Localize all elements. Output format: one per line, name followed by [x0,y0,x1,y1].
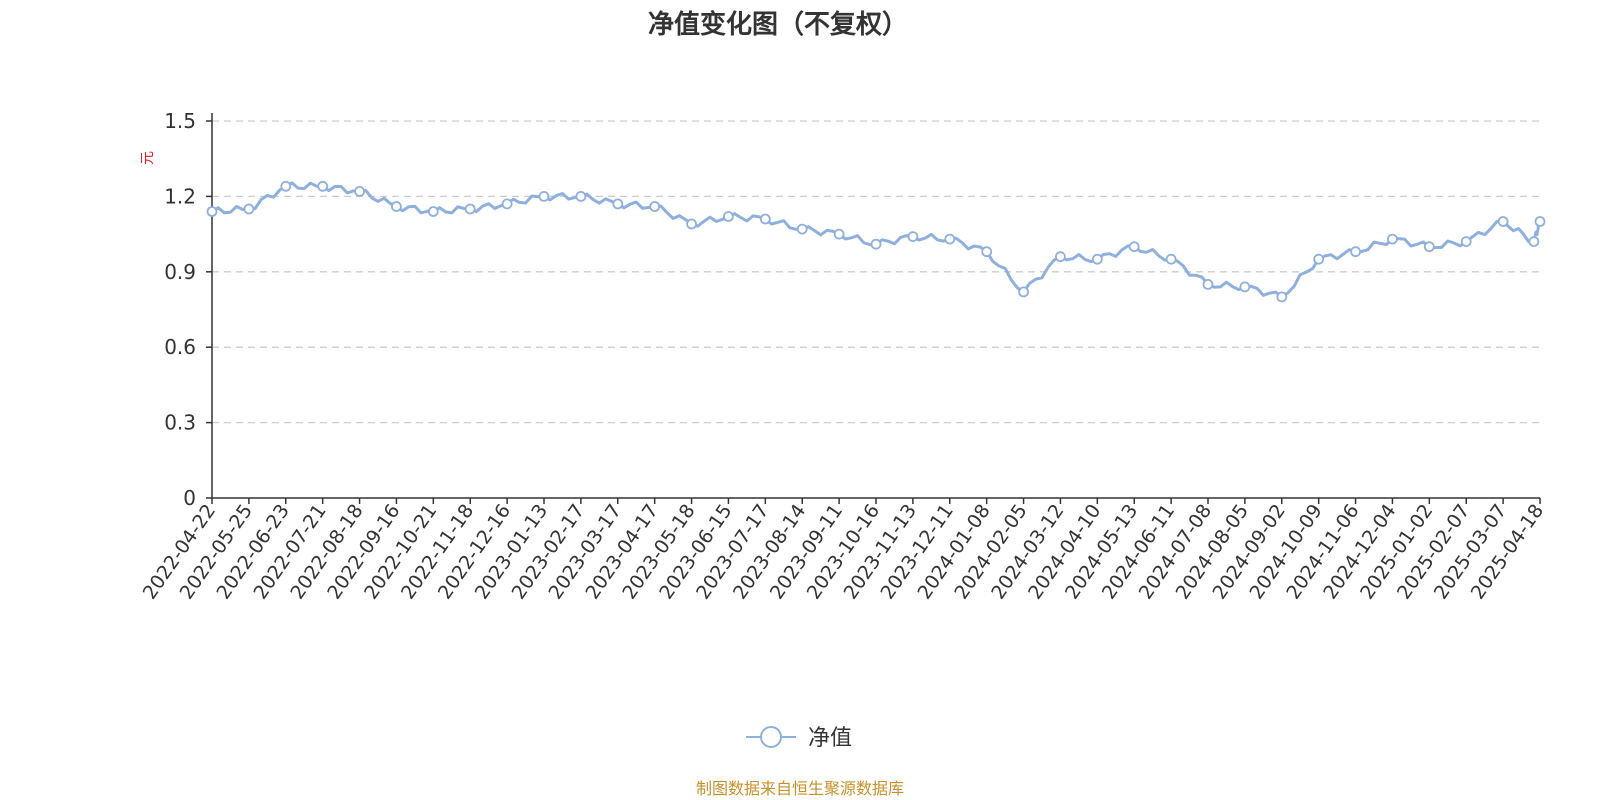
data-point [1055,251,1066,263]
data-point [243,203,255,215]
data-point [1091,253,1103,265]
legend[interactable]: 净值 [746,726,852,751]
data-point [1497,216,1509,227]
data-point [981,246,993,258]
data-point [1387,233,1398,245]
data-point [1165,253,1177,265]
data-point [280,180,292,192]
data-point [317,180,329,192]
data-point [427,206,439,217]
data-point [575,190,587,202]
data-point [390,201,402,212]
data-point [1239,281,1251,293]
data-point [354,185,366,197]
y-tick-label: 0 [183,486,196,510]
series-nav [206,180,1546,303]
data-point [1528,236,1540,248]
data-point [1423,241,1435,253]
y-tick-labels: 0 0.3 0.6 0.9 1.2 1.5 [164,109,196,510]
data-point [538,190,550,202]
data-point [649,201,661,212]
data-point [796,223,808,235]
legend-marker-icon [760,726,782,748]
data-point [944,233,956,245]
data-point [612,198,624,210]
grid-lines [212,120,1540,424]
axes [206,113,1541,504]
y-tick-label: 0.9 [164,260,196,284]
x-tick-labels: 2022-04-222022-05-252022-06-232022-07-21… [139,500,1548,603]
data-point [1276,291,1288,303]
data-point [833,228,845,240]
y-tick-label: 0.6 [164,335,196,359]
data-point [1128,241,1140,253]
data-point [759,213,771,225]
data-point [1350,246,1361,258]
data-point [501,198,513,210]
legend-label: 净值 [808,726,852,751]
data-point [686,218,697,230]
data-point [1534,216,1546,227]
data-source-note: 制图数据来自恒生聚源数据库 [696,779,904,798]
y-tick-label: 1.2 [164,184,196,208]
data-point [1313,253,1325,265]
chart-title: 净值变化图（不复权） [648,9,908,40]
data-point [206,206,218,217]
y-tick-label: 1.5 [164,109,196,133]
data-point [723,211,734,222]
series-line [210,181,1542,299]
data-point [907,231,919,243]
data-point [1460,236,1472,248]
y-axis-label: 元 [140,151,156,165]
data-point [1018,286,1029,298]
data-point [464,203,476,215]
y-tick-label: 0.3 [164,411,196,435]
data-point [870,238,882,250]
data-point [1202,278,1214,290]
